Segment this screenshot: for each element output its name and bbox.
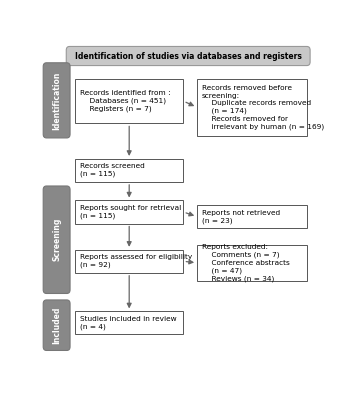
FancyBboxPatch shape <box>43 63 70 138</box>
FancyBboxPatch shape <box>197 205 307 228</box>
Text: Records screened
(n = 115): Records screened (n = 115) <box>80 164 145 178</box>
Text: Records identified from :
    Databases (n = 451)
    Registers (n = 7): Records identified from : Databases (n =… <box>80 90 170 112</box>
Text: Reports excluded:
    Comments (n = 7)
    Conference abstracts
    (n = 47)
   : Reports excluded: Comments (n = 7) Confe… <box>202 244 290 282</box>
Text: Records removed before
screening:
    Duplicate records removed
    (n = 174)
  : Records removed before screening: Duplic… <box>202 85 324 130</box>
Text: Reports sought for retrieval
(n = 115): Reports sought for retrieval (n = 115) <box>80 205 181 219</box>
FancyBboxPatch shape <box>66 46 310 66</box>
FancyBboxPatch shape <box>75 311 183 334</box>
Text: Identification: Identification <box>52 71 61 130</box>
FancyBboxPatch shape <box>75 79 183 124</box>
FancyBboxPatch shape <box>75 159 183 182</box>
FancyBboxPatch shape <box>75 250 183 273</box>
FancyBboxPatch shape <box>197 245 307 280</box>
FancyBboxPatch shape <box>75 200 183 224</box>
Text: Reports not retrieved
(n = 23): Reports not retrieved (n = 23) <box>202 210 280 224</box>
Text: Studies included in review
(n = 4): Studies included in review (n = 4) <box>80 316 176 330</box>
Text: Reports assessed for eligibility
(n = 92): Reports assessed for eligibility (n = 92… <box>80 254 192 268</box>
Text: Screening: Screening <box>52 218 61 262</box>
Text: Identification of studies via databases and registers: Identification of studies via databases … <box>75 52 302 60</box>
Text: Included: Included <box>52 306 61 344</box>
FancyBboxPatch shape <box>43 186 70 294</box>
FancyBboxPatch shape <box>197 79 307 136</box>
FancyBboxPatch shape <box>43 300 70 350</box>
